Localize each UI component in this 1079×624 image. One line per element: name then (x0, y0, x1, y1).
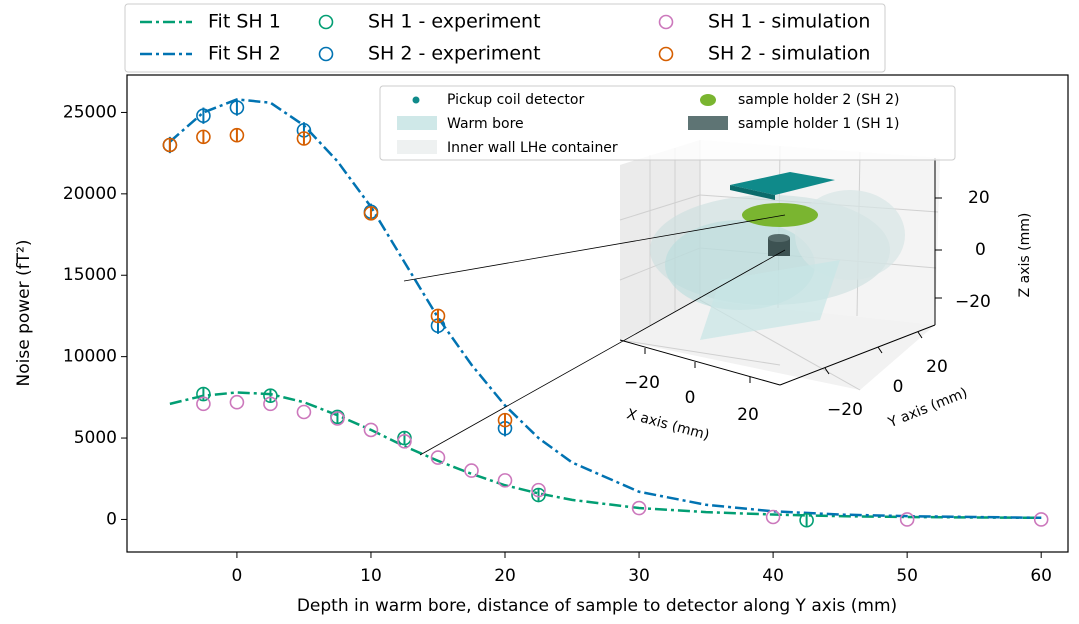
data-point (497, 473, 513, 488)
data-point (263, 388, 278, 404)
y-tick-label: 20000 (63, 184, 117, 204)
inset-tick: 20 (737, 405, 759, 425)
data-point (196, 386, 211, 402)
data-point (162, 137, 178, 153)
inset-tick: −20 (624, 373, 660, 393)
data-point (531, 487, 546, 503)
data-point (497, 412, 513, 428)
inset-legend: Inner wall LHe container (447, 140, 618, 156)
x-tick-label: 50 (896, 566, 918, 586)
data-point (196, 108, 211, 123)
y-tick-label: 0 (106, 509, 117, 529)
x-tick-label: 30 (628, 566, 650, 586)
y-tick-label: 25000 (63, 102, 117, 122)
legend-label: Fit SH 1 (208, 11, 281, 33)
data-point (296, 131, 312, 146)
data-point (229, 127, 245, 143)
inset-tick: 20 (926, 357, 948, 377)
data-point (229, 100, 245, 115)
inset-axis-label: Z axis (mm) (1017, 213, 1033, 298)
y-tick-label: 10000 (63, 347, 117, 367)
inset-tick: 0 (975, 240, 986, 260)
inset-axis-label: X axis (mm) (625, 406, 711, 443)
inset-3d (379, 85, 956, 456)
data-point (631, 500, 647, 516)
data-point (397, 433, 412, 449)
fit-line (169, 98, 1042, 520)
data-point (296, 404, 312, 420)
data-point (464, 463, 479, 478)
y-tick-label: 5000 (74, 428, 117, 448)
data-point (363, 206, 379, 221)
x-tick-label: 0 (232, 566, 243, 586)
legend-label: SH 1 - simulation (708, 11, 870, 33)
legend-swatch (658, 46, 674, 62)
inset-tick: 0 (893, 377, 904, 397)
y-tick-label: 15000 (63, 265, 117, 285)
y-axis-label: Noise power (fT²) (14, 240, 34, 387)
legend-swatch (658, 14, 674, 30)
axes-frame (126, 74, 1069, 553)
inset-legend: Warm bore (447, 116, 524, 132)
data-point (330, 411, 345, 426)
x-tick-label: 10 (360, 566, 382, 586)
inset-legend: sample holder 1 (SH 1) (738, 116, 899, 132)
data-point (430, 308, 446, 324)
x-tick-label: 60 (1030, 566, 1052, 586)
data-point (430, 450, 446, 465)
data-point (196, 396, 211, 412)
legend-swatch (318, 46, 334, 62)
x-axis-label: Depth in warm bore, distance of sample t… (297, 596, 897, 616)
legend-label: SH 1 - experiment (368, 11, 541, 33)
legend-label: SH 2 - experiment (368, 43, 541, 65)
x-tick-label: 20 (494, 566, 516, 586)
legend-label: Fit SH 2 (208, 43, 281, 65)
inset-tick: −20 (827, 400, 863, 420)
legend-label: SH 2 - simulation (708, 43, 870, 65)
inset-tick: 0 (685, 388, 696, 408)
inset-tick: 20 (968, 188, 990, 208)
data-point (899, 512, 915, 527)
inset-legend: sample holder 2 (SH 2) (738, 92, 899, 108)
data-point (263, 396, 278, 412)
data-point (765, 509, 781, 525)
legend-frame (124, 3, 886, 73)
plot-area (121, 74, 1069, 558)
data-point (1033, 512, 1049, 527)
data-point (363, 422, 379, 438)
data-point (229, 394, 245, 410)
data-point (196, 129, 211, 145)
inset-legend: Pickup coil detector (447, 92, 584, 108)
legend-swatch (318, 14, 334, 30)
data-point (799, 512, 814, 528)
data-point (531, 482, 546, 498)
inset-tick: −20 (955, 292, 991, 312)
x-tick-label: 40 (762, 566, 784, 586)
